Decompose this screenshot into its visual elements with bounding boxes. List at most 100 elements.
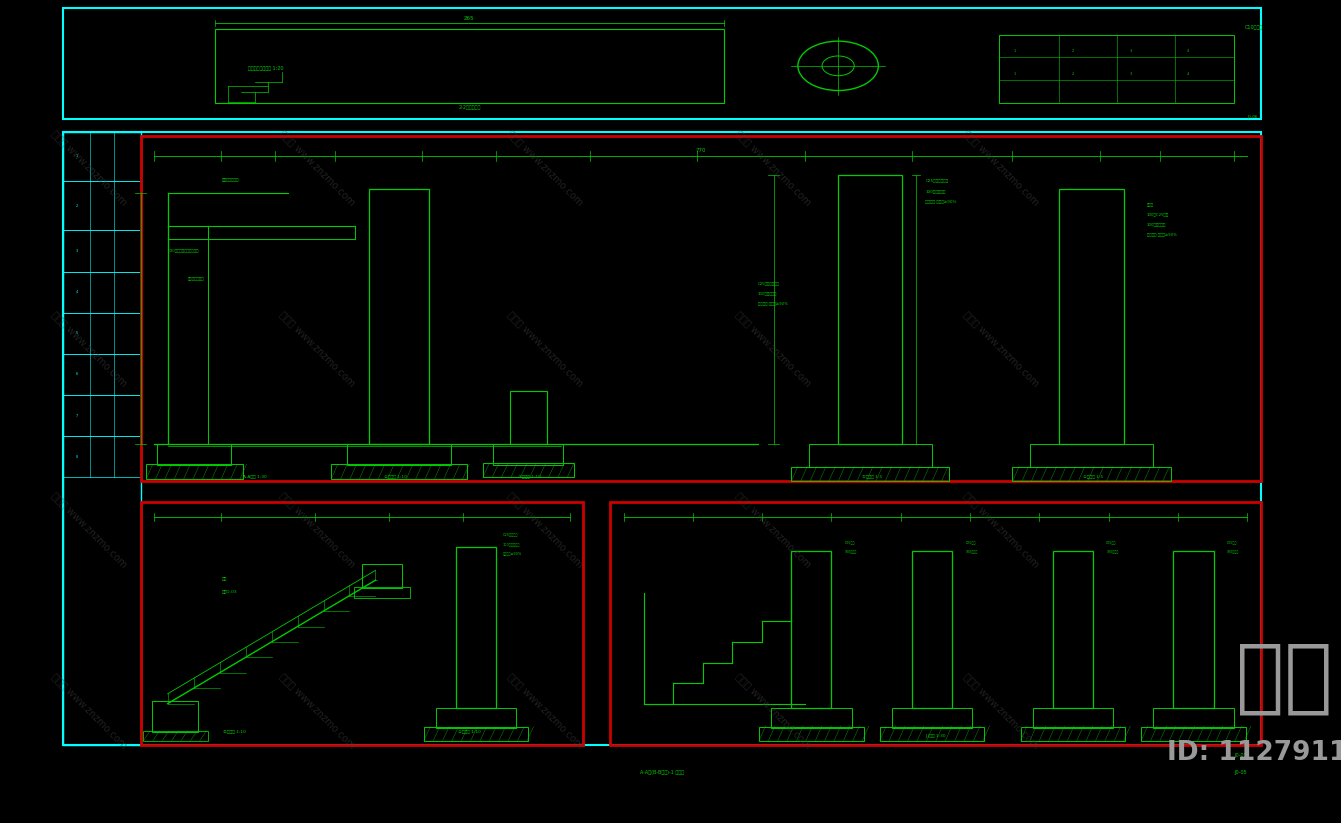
Text: C25细混凝土围墙: C25细混凝土围墙: [758, 281, 779, 285]
Text: 知末网 www.znzmo.com: 知末网 www.znzmo.com: [50, 672, 129, 751]
Bar: [1053, 551, 1093, 708]
Bar: [999, 35, 1234, 103]
Text: C25细混凝土: C25细混凝土: [503, 532, 519, 536]
Bar: [1033, 708, 1113, 728]
Bar: [1059, 189, 1124, 444]
Text: 100厚碎石垫层: 100厚碎石垫层: [925, 188, 945, 193]
Bar: [483, 463, 574, 477]
Bar: [610, 502, 1261, 745]
Text: 知末网 www.znzmo.com: 知末网 www.znzmo.com: [50, 491, 129, 570]
Text: 知末网 www.znzmo.com: 知末网 www.znzmo.com: [734, 128, 813, 207]
Text: 265: 265: [464, 16, 475, 21]
Bar: [141, 502, 583, 745]
Bar: [838, 175, 902, 444]
Bar: [912, 551, 952, 708]
Text: 素土夯实≥90%: 素土夯实≥90%: [503, 551, 522, 556]
Text: 2: 2: [1071, 49, 1074, 53]
Text: 100厚碎石垫层: 100厚碎石垫层: [503, 542, 520, 546]
Bar: [152, 701, 198, 732]
Bar: [63, 181, 141, 230]
Bar: [362, 564, 402, 588]
Bar: [63, 354, 141, 395]
Bar: [331, 464, 467, 479]
Text: 知末网 www.znzmo.com: 知末网 www.znzmo.com: [734, 672, 813, 751]
Text: 770: 770: [696, 148, 705, 153]
Text: ①柱详图 1:10: ①柱详图 1:10: [223, 729, 247, 733]
Bar: [63, 436, 141, 477]
Text: 100厚垫层: 100厚垫层: [1227, 549, 1239, 553]
Bar: [63, 230, 141, 272]
Text: ②柱详图 1:10: ②柱详图 1:10: [457, 729, 481, 733]
Text: J0-05: J0-05: [1235, 753, 1247, 758]
Text: 素填料: 素填料: [1147, 202, 1153, 207]
Text: 7: 7: [76, 414, 78, 417]
Bar: [791, 551, 831, 708]
Bar: [146, 464, 243, 479]
Text: J-J剖面 1:30: J-J剖面 1:30: [925, 733, 945, 737]
Text: 知末网 www.znzmo.com: 知末网 www.znzmo.com: [506, 491, 585, 570]
Text: 知末网 www.znzmo.com: 知末网 www.znzmo.com: [278, 128, 357, 207]
Text: 100厚C25素土: 100厚C25素土: [1147, 212, 1169, 216]
Text: A-A剖(B-B剖同)-1 做法图: A-A剖(B-B剖同)-1 做法图: [640, 770, 684, 774]
Bar: [493, 444, 563, 465]
Bar: [143, 731, 208, 741]
Text: 100厚垫层: 100厚垫层: [845, 549, 857, 553]
Text: 1: 1: [76, 155, 78, 158]
Text: 知末网 www.znzmo.com: 知末网 www.znzmo.com: [278, 491, 357, 570]
Bar: [63, 132, 141, 745]
Text: 坡道: 坡道: [221, 577, 227, 581]
Bar: [771, 708, 852, 728]
Text: 知末网 www.znzmo.com: 知末网 www.znzmo.com: [961, 491, 1041, 570]
Text: 素土夯实 压实度≥90%: 素土夯实 压实度≥90%: [758, 300, 787, 305]
Text: 3: 3: [76, 249, 78, 253]
Text: C25细混凝土围墙: C25细混凝土围墙: [925, 178, 948, 182]
Bar: [510, 391, 547, 444]
Text: C25围墙: C25围墙: [845, 540, 856, 544]
Text: 知末网 www.znzmo.com: 知末网 www.znzmo.com: [961, 672, 1041, 751]
Bar: [1012, 467, 1171, 481]
Bar: [759, 727, 864, 741]
Text: C30预制花岗岩铣刻坐板石: C30预制花岗岩铣刻坐板石: [168, 248, 198, 252]
Text: 知末网 www.znzmo.com: 知末网 www.znzmo.com: [961, 309, 1041, 388]
Text: 100厚垫层: 100厚垫层: [1106, 549, 1118, 553]
Bar: [63, 272, 141, 313]
Bar: [1030, 444, 1153, 467]
Text: 2: 2: [1071, 72, 1074, 76]
Bar: [1141, 727, 1246, 741]
Text: C25围墙: C25围墙: [1227, 540, 1238, 544]
Text: C25围墙: C25围墙: [1106, 540, 1117, 544]
Bar: [880, 727, 984, 741]
Text: ID: 1127911709: ID: 1127911709: [1167, 740, 1341, 766]
Bar: [369, 189, 429, 444]
Bar: [354, 587, 410, 598]
Text: 2-2剖面做法图: 2-2剖面做法图: [459, 105, 480, 109]
Text: 知末网 www.znzmo.com: 知末网 www.znzmo.com: [734, 309, 813, 388]
Text: J0-06: J0-06: [1247, 114, 1258, 119]
Text: 知末网 www.znzmo.com: 知末网 www.znzmo.com: [278, 672, 357, 751]
Text: C25围墙: C25围墙: [966, 540, 976, 544]
Text: 知末网 www.znzmo.com: 知末网 www.znzmo.com: [278, 309, 357, 388]
Text: 知末网 www.znzmo.com: 知末网 www.znzmo.com: [506, 128, 585, 207]
Text: ③柱详图 1:10: ③柱详图 1:10: [518, 474, 542, 478]
Text: 素土夯实 压实度≥90%: 素土夯实 压实度≥90%: [1147, 232, 1176, 236]
Text: 知末网 www.znzmo.com: 知末网 www.znzmo.com: [961, 128, 1041, 207]
Bar: [892, 708, 972, 728]
Bar: [63, 313, 141, 354]
Bar: [424, 727, 528, 741]
Text: 知末网 www.znzmo.com: 知末网 www.znzmo.com: [50, 309, 129, 388]
Bar: [1173, 551, 1214, 708]
Bar: [809, 444, 932, 467]
Text: 残疾人坡道扶手: 残疾人坡道扶手: [188, 277, 204, 281]
Text: 2: 2: [76, 204, 78, 207]
Text: 4: 4: [76, 291, 78, 294]
Text: 普通车库大门图: 普通车库大门图: [221, 178, 239, 182]
Text: 4: 4: [1187, 49, 1189, 53]
Text: A-A剖面 1:30: A-A剖面 1:30: [243, 474, 267, 478]
Text: C10详细图: C10详细图: [1244, 25, 1263, 30]
Bar: [436, 708, 516, 728]
Text: 知末: 知末: [1236, 640, 1333, 718]
Text: 4: 4: [1187, 72, 1189, 76]
Bar: [63, 395, 141, 436]
Text: 100厚碎石垫层: 100厚碎石垫层: [758, 291, 776, 295]
Text: 8: 8: [76, 455, 78, 458]
